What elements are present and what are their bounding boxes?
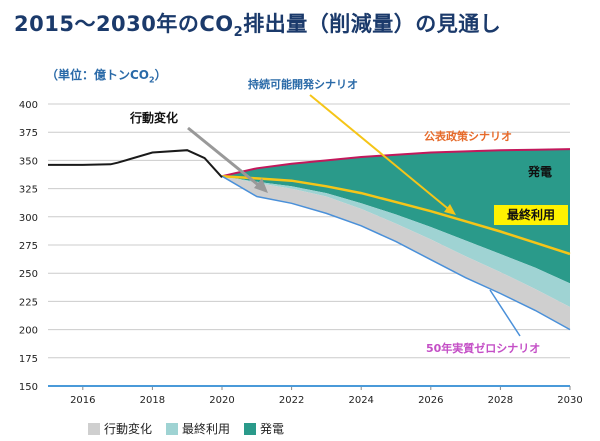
x-tick-label: 2022	[279, 395, 304, 406]
unit-label-pre: （単位：億トンCO	[46, 68, 150, 82]
x-tick-label: 2024	[348, 395, 373, 406]
label-policy-scenario: 公表政策シナリオ	[424, 129, 512, 143]
label-zero-scenario: 50年実質ゼロシナリオ	[426, 341, 540, 355]
y-tick-label: 400	[19, 100, 38, 111]
legend-item-power: 発電	[244, 420, 284, 437]
legend: 行動変化 最終利用 発電	[88, 420, 284, 437]
chart-title-sub: 2	[233, 25, 244, 41]
x-tick-label: 2020	[209, 395, 234, 406]
y-tick-label: 375	[19, 128, 38, 139]
legend-label-power: 発電	[260, 422, 285, 436]
y-tick-label: 300	[19, 213, 38, 224]
y-tick-label: 175	[19, 354, 38, 365]
line-policy-scenario	[221, 148, 571, 178]
legend-label-end-use: 最終利用	[182, 422, 231, 436]
chart-title-post: 排出量（削減量）の見通し	[243, 12, 502, 36]
unit-label-post: ）	[154, 68, 167, 82]
y-tick-label: 250	[19, 269, 38, 280]
x-tick-label: 2018	[140, 395, 165, 406]
legend-swatch-behavior	[88, 422, 100, 435]
x-tick-label: 2030	[557, 395, 582, 406]
x-tick-label: 2016	[70, 395, 95, 406]
pointer-zero-scenario	[489, 289, 521, 337]
arrowhead-behavior-change	[254, 178, 268, 193]
legend-item-end-use: 最終利用	[166, 420, 230, 437]
x-tick-label: 2026	[418, 395, 443, 406]
legend-label-behavior: 行動変化	[104, 422, 153, 436]
y-tick-label: 275	[19, 241, 38, 252]
y-tick-label: 325	[19, 185, 38, 196]
legend-swatch-power	[244, 422, 257, 435]
y-tick-label: 150	[19, 382, 38, 393]
label-end-use: 最終利用	[507, 207, 555, 222]
y-tick-label: 200	[19, 326, 38, 337]
label-sustainable-scenario: 持続可能開発シナリオ	[248, 77, 358, 91]
line-sustainable-scenario	[221, 174, 571, 256]
legend-item-behavior: 行動変化	[88, 420, 152, 437]
label-behavior-change: 行動変化	[129, 110, 178, 125]
arrow-sustainable-scenario	[309, 94, 453, 213]
label-power: 発電	[527, 164, 552, 179]
legend-swatch-end-use	[166, 422, 179, 435]
unit-label-sub: 2	[149, 75, 155, 85]
chart-title-pre: 2015～2030年のCO	[14, 12, 234, 36]
y-tick-label: 225	[19, 297, 38, 308]
line-zero-scenario	[221, 175, 571, 331]
chart-title: 2015～2030年のCO2排出量（削減量）の見通し	[14, 8, 501, 40]
arrowhead-sustainable-scenario	[444, 204, 456, 215]
x-tick-label: 2028	[488, 395, 513, 406]
arrow-behavior-change	[187, 126, 263, 190]
line-historical	[48, 149, 223, 178]
y-tick-label: 350	[19, 156, 38, 167]
area-behavior	[222, 176, 570, 330]
badge-end-use	[494, 205, 568, 225]
unit-label: （単位：億トンCO2）	[46, 66, 167, 84]
